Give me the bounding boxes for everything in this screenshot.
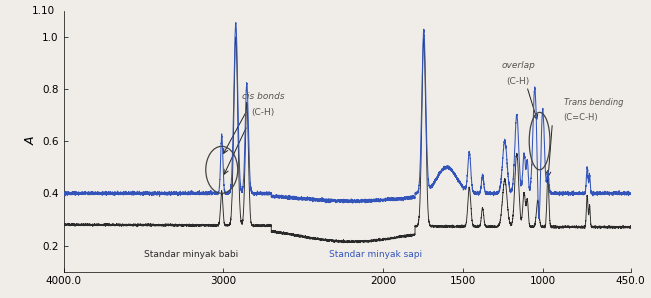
Y-axis label: A: A — [25, 137, 38, 145]
Text: (C-H): (C-H) — [506, 77, 530, 86]
Text: (C=C-H): (C=C-H) — [564, 113, 598, 122]
Text: (C-H): (C-H) — [252, 108, 275, 117]
Text: Standar minyak babi: Standar minyak babi — [145, 250, 238, 259]
Text: overlap: overlap — [501, 61, 535, 70]
Text: 1.10: 1.10 — [32, 6, 55, 15]
Text: Standar minyak sapi: Standar minyak sapi — [329, 250, 422, 259]
Text: cis bonds: cis bonds — [242, 92, 284, 101]
Text: Trans bending: Trans bending — [564, 97, 623, 107]
